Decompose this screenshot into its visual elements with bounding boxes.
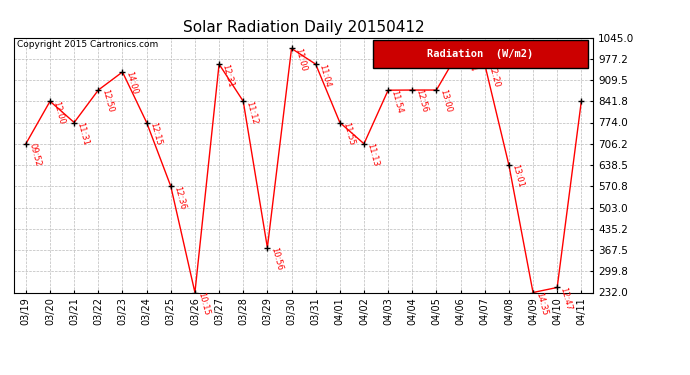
Text: 12:31: 12:31 <box>221 63 235 88</box>
Text: 11:04: 11:04 <box>317 63 332 88</box>
Text: 09:52: 09:52 <box>28 142 42 168</box>
Title: Solar Radiation Daily 20150412: Solar Radiation Daily 20150412 <box>183 20 424 35</box>
Text: 12:00: 12:00 <box>52 100 66 125</box>
Text: 12:20: 12:20 <box>486 63 501 88</box>
Text: 11:00: 11:00 <box>293 47 308 72</box>
Text: 12:36: 12:36 <box>172 185 187 210</box>
Text: 14:35: 14:35 <box>535 291 549 316</box>
Text: 12:56: 12:56 <box>414 88 428 114</box>
Text: 11:55: 11:55 <box>342 121 356 146</box>
Text: 10:15: 10:15 <box>197 291 211 316</box>
Text: 11:12: 11:12 <box>245 100 259 125</box>
FancyBboxPatch shape <box>373 40 588 68</box>
Text: 14:00: 14:00 <box>124 70 139 96</box>
Text: 11:13: 11:13 <box>366 142 380 168</box>
Text: 11:31: 11:31 <box>76 121 90 147</box>
Text: Copyright 2015 Cartronics.com: Copyright 2015 Cartronics.com <box>17 40 158 49</box>
Text: 12:24: 12:24 <box>462 47 477 72</box>
Text: 10:56: 10:56 <box>269 246 284 272</box>
Text: 13:00: 13:00 <box>438 88 453 114</box>
Text: 12:50: 12:50 <box>100 88 115 114</box>
Text: 12:15: 12:15 <box>148 121 163 146</box>
Text: 13:01: 13:01 <box>511 164 525 189</box>
Text: 11:54: 11:54 <box>390 89 404 114</box>
Text: 12:47: 12:47 <box>559 286 573 312</box>
Text: Radiation  (W/m2): Radiation (W/m2) <box>427 49 533 59</box>
